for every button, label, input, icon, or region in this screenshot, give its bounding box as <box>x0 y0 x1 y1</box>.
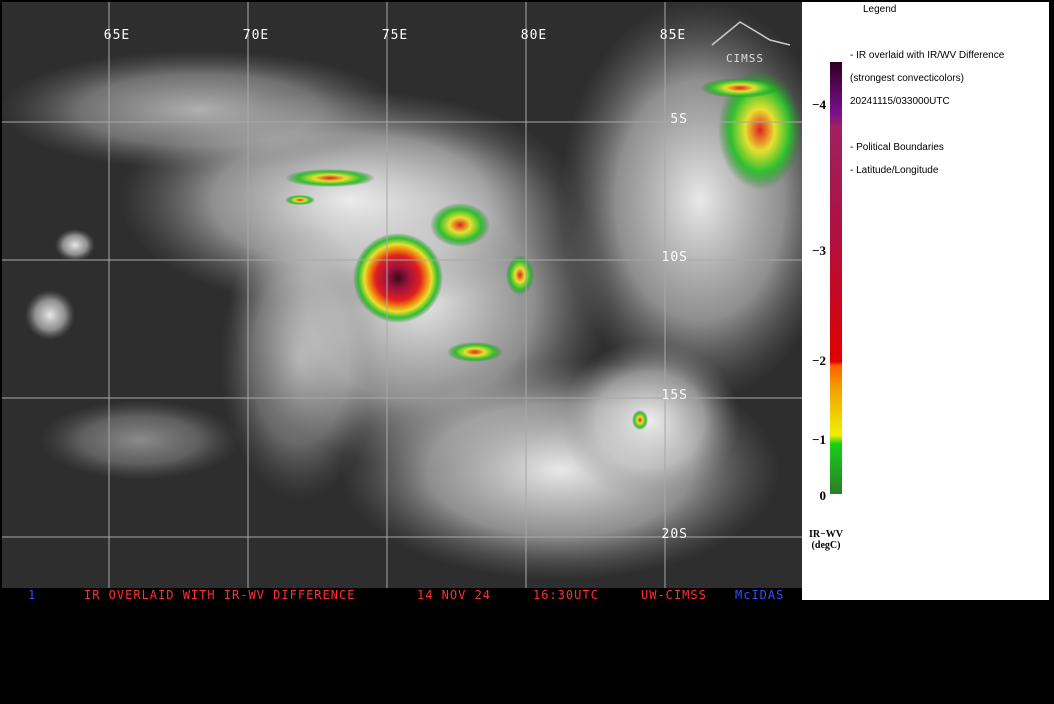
lon-label: 85E <box>660 28 686 43</box>
colorbar-title: IR−WV <box>809 529 844 540</box>
colorbar-tick: −4 <box>812 97 826 112</box>
colorbar-tick: 0 <box>820 488 827 503</box>
lon-label: 70E <box>243 28 269 43</box>
status-date: 14 NOV 24 <box>417 588 491 602</box>
colorbar-title: (degC) <box>812 540 841 551</box>
legend-item: 20241115/033000UTC <box>850 96 950 107</box>
legend-item: - IR overlaid with IR/WV Difference <box>850 50 1005 61</box>
legend-title: Legend <box>863 4 896 15</box>
lat-lon-grid <box>2 2 802 588</box>
colorbar <box>830 62 842 496</box>
lat-label: 10S <box>662 250 688 265</box>
colorbar-tick: −1 <box>812 432 826 447</box>
legend-item: - Political Boundaries <box>850 142 944 153</box>
lat-label: 15S <box>662 388 688 403</box>
colorbar-tick: −3 <box>812 243 826 258</box>
legend-panel <box>849 2 1049 600</box>
legend-item: - Latitude/Longitude <box>850 165 939 176</box>
status-frame: 1 <box>28 588 36 602</box>
lon-label: 65E <box>104 28 130 43</box>
status-software: McIDAS <box>735 588 784 602</box>
status-source: UW-CIMSS <box>641 588 707 602</box>
status-product: IR OVERLAID WITH IR-WV DIFFERENCE <box>84 588 355 602</box>
status-time: 16:30UTC <box>533 588 599 602</box>
colorbar-end <box>830 494 842 498</box>
lon-label: 75E <box>382 28 408 43</box>
legend-item: (strongest convecticolors) <box>850 73 964 84</box>
colorbar-tick: −2 <box>812 353 826 368</box>
lat-label: 5S <box>670 112 688 127</box>
logo-text: CIMSS <box>726 52 764 65</box>
status-bar <box>2 588 802 601</box>
logo: CIMSS <box>711 21 791 65</box>
lon-label: 80E <box>521 28 547 43</box>
convection <box>285 70 802 430</box>
lat-label: 20S <box>662 527 688 542</box>
